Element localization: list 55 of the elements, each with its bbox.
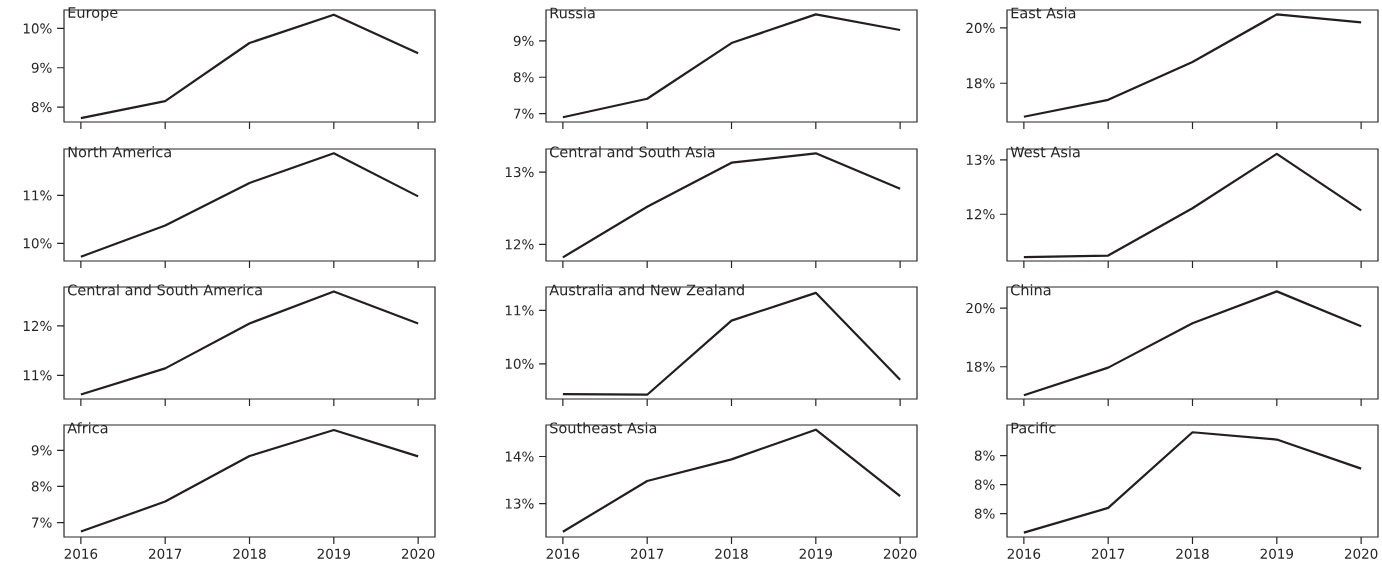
x-tick-label: 2018 xyxy=(1176,548,1209,559)
x-tick-label: 2018 xyxy=(233,548,266,559)
y-tick-label: 9% xyxy=(31,445,52,456)
chart-title: West Asia xyxy=(1010,146,1080,158)
x-tick-label: 2019 xyxy=(799,548,833,559)
y-tick-label: 8% xyxy=(974,479,995,490)
y-tick-label: 20% xyxy=(966,22,995,34)
x-tick-label: 2019 xyxy=(317,548,351,559)
y-tick-label: 8% xyxy=(513,72,534,83)
y-tick-label: 8% xyxy=(31,481,52,492)
x-tick-label: 2020 xyxy=(883,548,917,559)
y-tick-label: 9% xyxy=(513,35,534,46)
chart-title: East Asia xyxy=(1011,7,1076,19)
chart-title: North America xyxy=(68,146,171,158)
chart-title: China xyxy=(1011,284,1051,296)
y-tick-label: 7% xyxy=(32,517,52,528)
y-tick-label: 14% xyxy=(505,451,534,462)
y-tick-label: 7% xyxy=(514,108,534,119)
y-tick-label: 18% xyxy=(966,361,995,372)
x-tick-label: 2016 xyxy=(546,548,580,559)
y-tick-label: 8% xyxy=(974,508,995,519)
y-tick-label: 20% xyxy=(966,302,995,314)
y-tick-label: 18% xyxy=(966,78,995,89)
x-tick-label: 2016 xyxy=(1007,548,1041,559)
chart-title: Southeast Asia xyxy=(550,422,657,434)
y-tick-label: 13% xyxy=(966,154,995,165)
y-tick-label: 12% xyxy=(966,209,995,220)
x-tick-label: 2017 xyxy=(631,548,664,559)
y-tick-label: 11% xyxy=(23,370,52,381)
y-tick-label: 11% xyxy=(505,305,534,316)
y-tick-label: 10% xyxy=(23,238,52,249)
chart-title: Africa xyxy=(67,422,108,434)
y-tick-label: 10% xyxy=(505,358,534,369)
y-tick-label: 13% xyxy=(505,498,534,509)
chart-title: Australia and New Zealand xyxy=(549,284,744,296)
y-tick-label: 8% xyxy=(31,101,52,113)
x-tick-label: 2020 xyxy=(1344,548,1378,559)
y-tick-label: 10% xyxy=(23,23,52,34)
y-tick-label: 9% xyxy=(31,62,52,73)
x-tick-label: 2017 xyxy=(149,548,182,559)
chart-title: Pacific xyxy=(1011,422,1056,434)
chart-title: Europe xyxy=(68,7,118,21)
y-tick-label: 13% xyxy=(505,167,534,178)
y-tick-label: 12% xyxy=(23,320,52,332)
x-tick-label: 2019 xyxy=(1260,548,1294,559)
chart-title: Central and South Asia xyxy=(550,146,715,158)
y-tick-label: 11% xyxy=(23,190,52,201)
x-tick-label: 2020 xyxy=(401,548,435,559)
chart-title: Russia xyxy=(550,7,595,19)
x-tick-label: 2018 xyxy=(715,548,748,559)
y-tick-label: 12% xyxy=(505,239,534,250)
x-tick-label: 2017 xyxy=(1091,548,1125,559)
chart-title: Central and South America xyxy=(68,284,262,296)
x-tick-label: 2016 xyxy=(64,548,98,559)
y-tick-label: 8% xyxy=(974,450,995,461)
